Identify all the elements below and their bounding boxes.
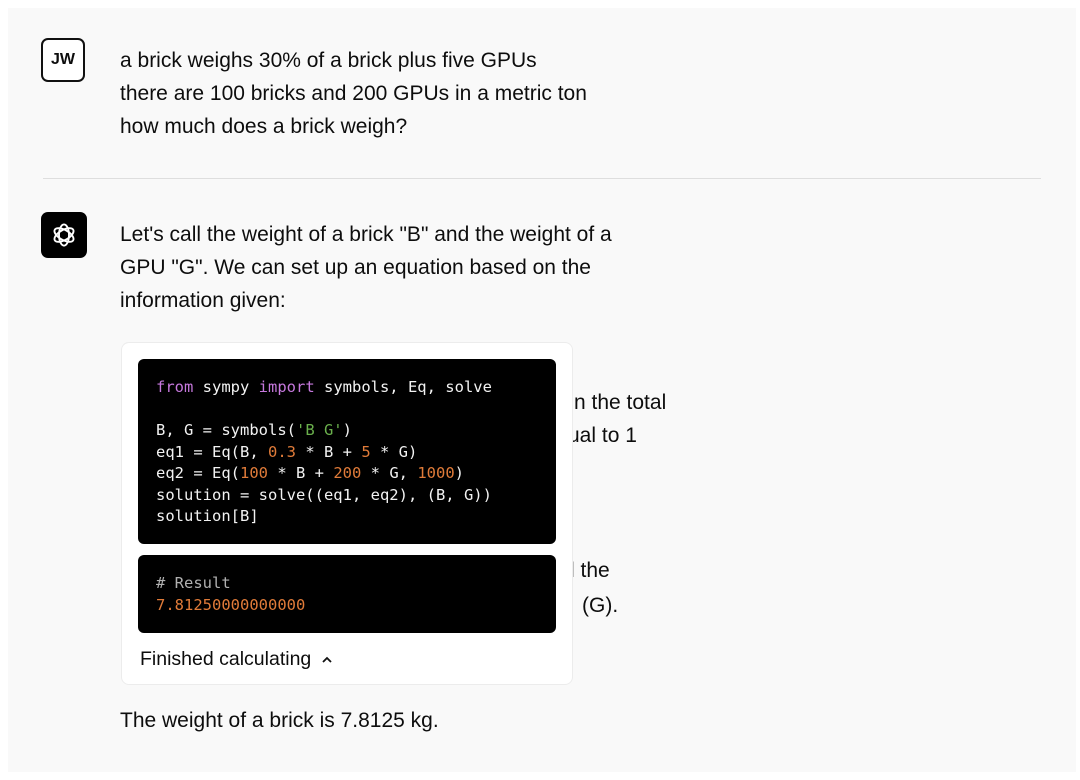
- code-token: * B +: [268, 464, 334, 482]
- code-token: ): [454, 464, 464, 482]
- finished-calculating-toggle[interactable]: Finished calculating: [140, 648, 333, 671]
- user-message-line: there are 100 bricks and 200 GPUs in a m…: [120, 82, 587, 105]
- assistant-line: Let's call the weight of a brick "B" and…: [120, 223, 612, 246]
- assistant-line: information given:: [120, 289, 286, 312]
- code-line: eq1 = Eq(B, 0.3 * B + 5 * G): [156, 442, 538, 464]
- code-token: import: [258, 378, 315, 396]
- final-answer: The weight of a brick is 7.8125 kg.: [120, 709, 439, 732]
- code-line: [156, 399, 538, 421]
- code-token: B, G = symbols(: [156, 421, 296, 439]
- user-message-line: a brick weighs 30% of a brick plus five …: [120, 49, 537, 72]
- result-comment: # Result: [156, 574, 231, 592]
- code-line: solution = solve((eq1, eq2), (B, G)): [156, 485, 538, 507]
- code-token: 100: [240, 464, 268, 482]
- chevron-up-icon: [322, 656, 332, 663]
- user-message: a brick weighs 30% of a brick plus five …: [120, 44, 587, 143]
- code-token: 0.3: [267, 442, 296, 461]
- code-token: eq2 = Eq(: [156, 464, 240, 482]
- code-token: ): [342, 421, 352, 439]
- code-token: 'B G': [295, 421, 343, 439]
- assistant-line: GPU "G". We can set up an equation based…: [120, 256, 591, 279]
- user-avatar: JW: [41, 38, 85, 82]
- code-line: solution[B]: [156, 506, 538, 528]
- code-interpreter-popup: from sympy import symbols, Eq, solve B, G…: [121, 342, 573, 685]
- code-line: eq2 = Eq(100 * B + 200 * G, 1000): [156, 463, 538, 485]
- code-token: solution[B]: [156, 507, 259, 525]
- code-token: eq1 = Eq(B,: [156, 442, 268, 461]
- occluded-text: n the total: [574, 391, 667, 414]
- code-block: from sympy import symbols, Eq, solve B, G…: [138, 359, 556, 544]
- message-divider: [43, 178, 1041, 179]
- occluded-text: l the: [570, 559, 610, 582]
- code-token: symbols, Eq, solve: [314, 378, 492, 396]
- code-line: from sympy import symbols, Eq, solve: [156, 377, 538, 399]
- code-line: B, G = symbols('B G'): [156, 420, 538, 442]
- result-block: # Result 7.81250000000000: [138, 555, 556, 633]
- code-token: sympy: [193, 378, 259, 396]
- openai-logo-icon: [53, 223, 75, 247]
- occluded-text: (G).: [582, 594, 619, 617]
- code-token: from: [156, 378, 194, 396]
- code-token: solution = solve((eq1, eq2), (B, G)): [156, 485, 492, 504]
- user-message-line: how much does a brick weigh?: [120, 115, 408, 138]
- occluded-text: ual to 1: [568, 424, 637, 447]
- code-token: 5: [361, 442, 371, 461]
- result-value: 7.81250000000000: [156, 595, 306, 614]
- code-token: 200: [333, 464, 362, 482]
- code-token: 1000: [417, 464, 455, 482]
- status-label: Finished calculating: [140, 648, 312, 670]
- code-token: * G): [370, 442, 418, 461]
- assistant-avatar: [41, 212, 87, 258]
- assistant-intro: Let's call the weight of a brick "B" and…: [120, 218, 612, 317]
- code-token: * B +: [295, 442, 362, 461]
- code-token: * G,: [361, 464, 418, 482]
